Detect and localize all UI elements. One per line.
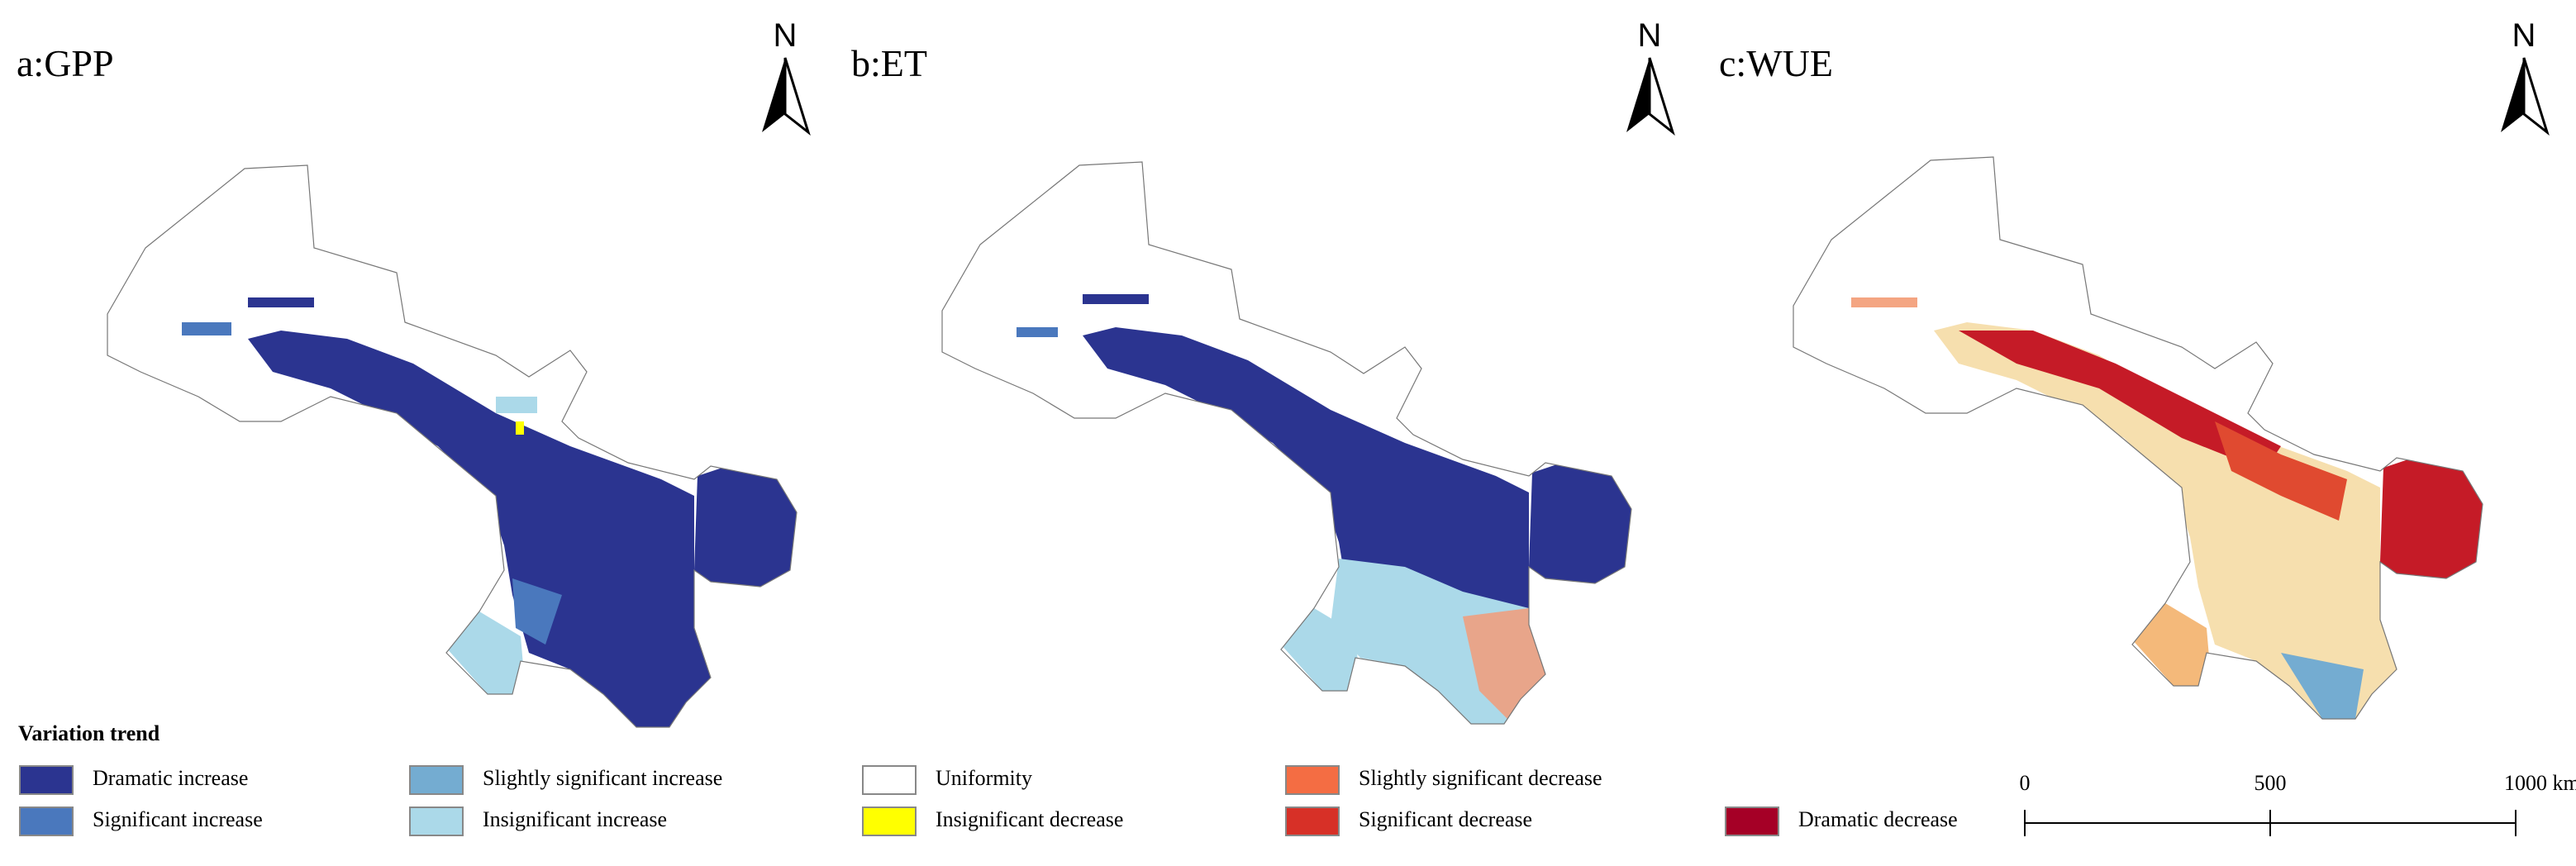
panel-title: b:ET bbox=[851, 42, 927, 84]
legend-label: Slightly significant increase bbox=[483, 766, 722, 790]
legend-swatch bbox=[1725, 807, 1779, 836]
north-arrow-left bbox=[1626, 58, 1650, 132]
legend-label: Dramatic decrease bbox=[1798, 807, 1958, 831]
north-arrow-right bbox=[783, 57, 811, 136]
legend-label: Dramatic increase bbox=[93, 766, 248, 790]
map-gpp bbox=[107, 164, 798, 728]
legend-swatch bbox=[409, 765, 464, 795]
legend-swatch bbox=[862, 765, 917, 795]
north-arrow-left bbox=[762, 58, 785, 132]
map-et bbox=[941, 161, 1632, 725]
scale-label: 500 bbox=[2255, 771, 2287, 795]
legend-swatch bbox=[409, 807, 464, 836]
north-arrow-left bbox=[2501, 58, 2524, 132]
north-label: N bbox=[774, 17, 798, 54]
panel-title: a:GPP bbox=[17, 42, 114, 84]
north-label: N bbox=[2512, 17, 2536, 54]
legend-label: Insignificant decrease bbox=[936, 807, 1123, 831]
legend-label: Slightly significant decrease bbox=[1359, 766, 1602, 790]
legend-swatch bbox=[19, 765, 74, 795]
map-wue bbox=[1793, 156, 2483, 720]
legend-swatch bbox=[1285, 807, 1340, 836]
legend-title: Variation trend bbox=[18, 721, 160, 745]
scale-label: 1000 km bbox=[2504, 771, 2576, 795]
legend-label: Significant decrease bbox=[1359, 807, 1532, 831]
legend-label: Significant increase bbox=[93, 807, 263, 831]
north-arrow-right bbox=[1648, 57, 1675, 136]
legend-label: Uniformity bbox=[936, 766, 1032, 790]
panel-title: c:WUE bbox=[1719, 42, 1833, 84]
legend-swatch bbox=[1285, 765, 1340, 795]
legend-label: Insignificant increase bbox=[483, 807, 667, 831]
legend-swatch bbox=[19, 807, 74, 836]
north-label: N bbox=[1638, 17, 1662, 54]
north-arrow-right bbox=[2522, 57, 2550, 136]
legend-swatch bbox=[862, 807, 917, 836]
scale-label: 0 bbox=[2020, 771, 2031, 795]
